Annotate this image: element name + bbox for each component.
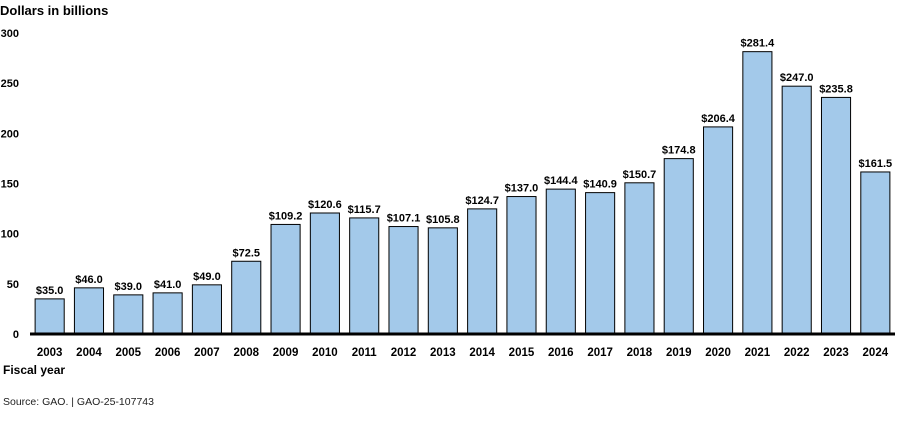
data-label-2007: $49.0	[193, 271, 221, 283]
bar-2009	[270, 223, 301, 335]
bar-2006	[152, 292, 183, 335]
data-label-2014: $124.7	[465, 195, 499, 207]
data-label-2012: $107.1	[387, 213, 421, 225]
bar-2008	[231, 260, 262, 335]
x-tick-label-2018: 2018	[627, 347, 653, 359]
bar-2014	[467, 208, 498, 335]
bar-2023	[820, 96, 852, 335]
data-label-2013: $105.8	[426, 214, 460, 226]
data-label-2022: $247.0	[780, 72, 814, 84]
y-tick-label: 250	[1, 78, 19, 90]
x-axis-label: Fiscal year	[3, 363, 65, 377]
bar-2015	[506, 196, 537, 335]
bar-2016	[545, 188, 576, 335]
bar-2020	[703, 126, 734, 335]
data-label-2006: $41.0	[154, 279, 182, 291]
data-label-2020: $206.4	[701, 113, 736, 125]
bars	[34, 51, 891, 335]
bar-2011	[349, 217, 380, 335]
data-label-2018: $150.7	[623, 169, 657, 181]
bar-2003	[34, 298, 65, 335]
x-tick-label-2011: 2011	[352, 347, 378, 359]
bar-2017	[585, 192, 616, 335]
data-label-2004: $46.0	[75, 274, 103, 286]
x-tick-label-2006: 2006	[155, 347, 181, 359]
bar-2013	[427, 227, 458, 335]
data-label-2005: $39.0	[115, 281, 143, 293]
x-tick-label-2023: 2023	[823, 347, 849, 359]
bar-2019	[663, 158, 694, 335]
data-label-2016: $144.4	[544, 175, 579, 187]
data-label-2021: $281.4	[741, 38, 776, 50]
y-tick-label: 0	[13, 329, 19, 341]
source-note: Source: GAO. | GAO-25-107743	[3, 396, 154, 408]
x-tick-label-2007: 2007	[194, 347, 220, 359]
x-tick-label-2022: 2022	[784, 347, 810, 359]
data-label-2019: $174.8	[662, 145, 696, 157]
data-label-2015: $137.0	[505, 183, 539, 195]
data-label-2008: $72.5	[232, 247, 260, 259]
x-tick-label-2017: 2017	[587, 347, 613, 359]
bar-2022	[781, 85, 812, 335]
y-tick-label: 150	[1, 179, 19, 191]
bar-2024	[860, 171, 891, 335]
x-tick-label-2008: 2008	[233, 347, 259, 359]
x-tick-label-2013: 2013	[430, 347, 456, 359]
x-tick-label-2012: 2012	[391, 347, 417, 359]
x-tick-label-2020: 2020	[705, 347, 731, 359]
data-label-2023: $235.8	[819, 83, 853, 95]
data-label-2024: $161.5	[859, 158, 893, 170]
bar-2018	[624, 182, 655, 335]
y-tick-label: 100	[1, 229, 19, 241]
x-tick-labels: 2003 2004 2005 2006 2007 2008 2009 2010 2011 2012…	[37, 347, 889, 359]
data-labels: $35.0 $46.0 $39.0 $41.0 $49.0 $72.5 $109.2 $120…	[36, 38, 892, 297]
data-label-2011: $115.7	[348, 204, 381, 216]
data-label-2017: $140.9	[583, 179, 617, 191]
x-tick-label-2010: 2010	[312, 347, 338, 359]
data-label-2003: $35.0	[36, 285, 64, 297]
data-label-2009: $109.2	[269, 210, 303, 222]
bar-2007	[191, 284, 222, 335]
x-tick-label-2021: 2021	[745, 347, 771, 359]
x-tick-label-2015: 2015	[509, 347, 535, 359]
bar-2004	[73, 287, 105, 335]
y-axis-label: Dollars in billions	[0, 3, 108, 18]
bar-2005	[113, 294, 144, 335]
x-tick-label-2024: 2024	[863, 347, 889, 359]
y-tick-label: 300	[1, 28, 19, 40]
x-tick-label-2009: 2009	[273, 347, 299, 359]
y-tick-label: 200	[1, 128, 19, 140]
x-tick-label-2004: 2004	[76, 347, 102, 359]
y-tick-label: 50	[7, 279, 19, 291]
bar-2021	[742, 51, 773, 335]
y-tick-labels: 0 50 100 150 200 250 300	[1, 28, 19, 341]
x-tick-label-2014: 2014	[469, 347, 495, 359]
x-tick-label-2019: 2019	[666, 347, 692, 359]
bar-2012	[388, 226, 419, 335]
x-tick-label-2003: 2003	[37, 347, 63, 359]
x-tick-label-2016: 2016	[548, 347, 574, 359]
data-label-2010: $120.6	[308, 199, 342, 211]
x-tick-label-2005: 2005	[115, 347, 141, 359]
bar-2010	[309, 212, 340, 335]
